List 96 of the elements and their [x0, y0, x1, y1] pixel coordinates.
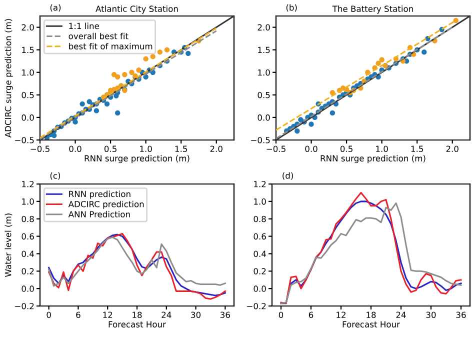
point — [150, 54, 156, 60]
point — [453, 18, 458, 24]
point — [308, 122, 314, 127]
x-tick-label: 0.0 — [305, 146, 318, 152]
y-tick-label: 0.0 — [22, 114, 34, 121]
y-tick-label: −0.5 — [15, 136, 34, 144]
x-tick-label: 0.0 — [69, 146, 82, 152]
x-tick-label: 18 — [366, 312, 376, 318]
y-tick-label: 0.2 — [254, 268, 266, 274]
x-tick-label: 0 — [46, 312, 51, 318]
point — [164, 47, 170, 52]
x-tick-label: 30 — [426, 312, 436, 318]
x-tick-label: 2.0 — [210, 146, 222, 152]
point — [80, 101, 85, 107]
y-tick-label: −0.2 — [247, 302, 266, 310]
y-axis-title: ADCIRC surge prediction (m) — [4, 19, 13, 138]
y-tick-label: 1.5 — [22, 46, 34, 54]
y-tick-label: −0.5 — [251, 136, 270, 144]
x-tick-label: −0.5 — [266, 146, 286, 152]
y-tick-label: 0.4 — [22, 250, 34, 257]
legend-label: ANN Prediction — [68, 210, 130, 218]
point — [330, 110, 336, 116]
chart-title: The Battery Station — [332, 6, 413, 14]
legend-label: ADCIRC prediction — [68, 200, 144, 209]
x-axis-title: RNN surge prediction (m) — [84, 155, 190, 164]
x-tick-label: 1.0 — [376, 146, 388, 152]
y-tick-label: 1.0 — [22, 198, 34, 205]
x-tick-label: 24 — [162, 312, 172, 318]
y-tick-label: 0.2 — [22, 268, 34, 274]
x-tick-label: 6 — [308, 312, 314, 318]
x-tick-label: 0 — [278, 312, 284, 318]
y-tick-label: 1.0 — [258, 69, 270, 76]
point — [379, 57, 384, 62]
legend-label: 1:1 line — [69, 22, 99, 30]
point — [143, 56, 148, 62]
y-tick-label: 1.0 — [254, 198, 266, 205]
x-tick-label: 6 — [76, 312, 80, 318]
point — [157, 49, 163, 55]
point — [86, 99, 92, 104]
x-tick-label: 24 — [396, 312, 406, 318]
y-tick-label: 0.5 — [22, 92, 34, 98]
y-tick-label: −0.2 — [15, 302, 34, 310]
legend-label: RNN prediction — [69, 190, 130, 199]
y-tick-label: 0.0 — [254, 286, 266, 292]
point — [129, 70, 134, 75]
point — [136, 68, 142, 73]
point — [376, 60, 381, 66]
y-tick-label: 2.0 — [258, 24, 270, 31]
point — [94, 108, 100, 114]
y-tick-label: 0.8 — [22, 216, 34, 222]
x-axis-title: Forecast Hour — [342, 321, 400, 328]
point — [111, 72, 117, 78]
text: (b) — [286, 4, 297, 12]
text: (a) — [50, 4, 61, 12]
x-axis-title: RNN surge prediction (m) — [320, 155, 426, 164]
point — [122, 72, 128, 78]
x-tick-label: 36 — [456, 312, 466, 318]
point — [104, 101, 110, 107]
x-axis-title: Forecast Hour — [108, 321, 166, 328]
y-tick-label: 1.2 — [22, 180, 34, 188]
point — [115, 110, 120, 116]
y-tick-label: 2.0 — [22, 24, 34, 31]
y-tick-label: 1.2 — [254, 180, 266, 188]
point — [186, 50, 191, 56]
line-series — [48, 236, 226, 287]
y-axis-title: Water level (m) — [4, 214, 12, 277]
x-tick-label: 12 — [103, 312, 112, 318]
x-tick-label: 12 — [336, 312, 346, 318]
y-tick-label: 0.0 — [258, 114, 270, 121]
y-tick-label: 1.0 — [22, 69, 34, 76]
y-tick-label: 1.5 — [258, 46, 270, 54]
y-tick-label: 0.8 — [254, 216, 266, 222]
x-tick-label: 2.0 — [446, 146, 458, 152]
y-tick-label: 0.0 — [22, 286, 34, 292]
legend-label: best fit of maximum — [69, 42, 152, 50]
x-tick-label: 36 — [220, 312, 230, 318]
legend-label: overall best fit — [68, 32, 128, 40]
y-tick-label: 0.6 — [254, 233, 266, 240]
text: (d) — [282, 172, 293, 180]
x-tick-label: 1.5 — [175, 146, 187, 152]
x-tick-label: −0.5 — [30, 146, 50, 152]
x-tick-label: 0.5 — [104, 146, 116, 152]
x-tick-label: 18 — [132, 312, 142, 318]
point — [72, 119, 78, 125]
chart-title: Atlantic City Station — [96, 6, 178, 14]
x-tick-label: 1.0 — [140, 146, 152, 152]
text: (c) — [50, 172, 60, 180]
x-tick-label: 0.5 — [340, 146, 352, 152]
point — [422, 49, 427, 55]
y-tick-label: 0.4 — [254, 250, 266, 257]
y-tick-label: 0.6 — [22, 233, 34, 240]
y-tick-label: 0.5 — [258, 92, 270, 98]
point — [294, 128, 300, 134]
x-tick-label: 1.5 — [411, 146, 423, 152]
x-tick-label: 30 — [191, 312, 201, 318]
point — [52, 132, 57, 138]
